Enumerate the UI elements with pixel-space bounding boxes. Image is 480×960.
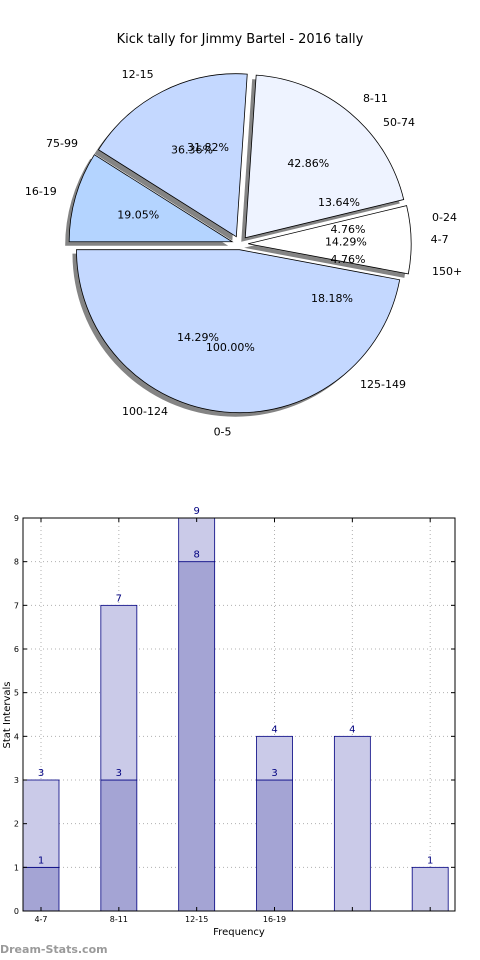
y-tick-label: 2 xyxy=(14,820,19,829)
pie-slice-4-7 xyxy=(248,205,412,275)
y-tick-label: 6 xyxy=(14,645,19,654)
pie-subslice-label: 75-99 xyxy=(46,137,78,150)
pie-subslice-label: 150+ xyxy=(432,265,462,278)
bar-segment-lower xyxy=(178,561,216,912)
pie-slice-16-19 xyxy=(68,154,234,243)
pie-subslice-percent: 13.64% xyxy=(318,196,360,209)
pie-subslice-percent: 4.76% xyxy=(331,223,366,236)
pie-subslice-label: 0-24 xyxy=(432,211,457,224)
bar-chart-frame xyxy=(22,517,456,912)
x-tick-label: 12-15 xyxy=(185,915,208,924)
bar-segment-upper xyxy=(411,866,449,912)
pie-slices xyxy=(68,73,412,414)
pie-subslice-percent: 31.82% xyxy=(187,141,229,154)
bar-segment-lower xyxy=(100,779,138,912)
pie-slice-label: 12-15 xyxy=(122,68,154,81)
x-tick-label: 4-7 xyxy=(34,915,47,924)
bar-total-label: 4 xyxy=(271,724,277,735)
bar-chart-bars: 3 1 7 3 9 8 4 3 4 1 xyxy=(22,506,449,912)
pie-subslice-percent: 14.29% xyxy=(177,331,219,344)
y-tick-label: 7 xyxy=(14,601,19,610)
bar-segment-lower xyxy=(256,779,293,912)
bar-total-label: 3 xyxy=(38,768,44,779)
bar-segment-upper xyxy=(22,779,60,868)
bar-chart-x-axis-label: Frequency xyxy=(213,927,265,938)
pie-slice-label: 16-19 xyxy=(25,185,57,198)
bar-segment-upper xyxy=(333,735,371,912)
bar-chart-ticks: 0 1 2 3 4 5 6 7 8 9 4-7 8-11 12-15 16-19 xyxy=(14,514,455,924)
pie-chart-title: Kick tally for Jimmy Bartel - 2016 tally xyxy=(117,32,364,47)
pie-subslice-label: 50-74 xyxy=(383,116,415,129)
pie-subslice-percent: 4.76% xyxy=(331,253,366,266)
x-tick-label: 8-11 xyxy=(110,915,128,924)
bar-total-label: 9 xyxy=(193,506,199,517)
bar-lower-label: 3 xyxy=(271,768,277,779)
pie-slice-8-11 xyxy=(244,74,405,239)
pie-subslice-percent: 18.18% xyxy=(311,292,353,305)
pie-slice-0-5 xyxy=(76,249,401,414)
pie-slice-percent: 14.29% xyxy=(325,235,367,248)
pie-labels: 0-5 100.00% 4-7 14.29% 8-11 42.86% 12-15 36.36%… xyxy=(25,68,462,438)
bar-total-label: 7 xyxy=(116,593,122,604)
pie-subslice-label: 125-149 xyxy=(360,378,406,391)
bar-chart: 3 1 7 3 9 8 4 3 4 1 0 1 2 3 4 5 6 7 8 9 4-7 8-11 12-15 16-19 F… xyxy=(2,506,456,938)
bar-total-label: 1 xyxy=(427,855,433,866)
bar-segment-upper xyxy=(100,604,138,781)
bar-chart-grid xyxy=(23,517,455,912)
bar-lower-label: 3 xyxy=(116,768,122,779)
pie-subslice-label: 100-124 xyxy=(122,405,168,418)
pie-slice-percent: 19.05% xyxy=(117,209,159,222)
x-tick-label: 16-19 xyxy=(263,915,286,924)
bar-lower-label: 1 xyxy=(38,855,44,866)
pie-slice-label: 0-5 xyxy=(214,425,232,438)
y-tick-label: 5 xyxy=(14,689,19,698)
y-tick-label: 9 xyxy=(14,514,19,523)
pie-slice-percent: 100.00% xyxy=(206,341,255,354)
pie-slice-percent: 36.36% xyxy=(171,144,213,157)
bar-chart-y-axis-label: Stat Intervals xyxy=(2,681,13,748)
y-tick-label: 3 xyxy=(14,776,19,785)
bar-lower-label: 8 xyxy=(193,550,199,561)
watermark: Dream-Stats.com xyxy=(0,943,108,956)
y-tick-label: 1 xyxy=(14,863,19,872)
pie-slice-12-15 xyxy=(97,73,248,238)
pie-slice-percent: 42.86% xyxy=(287,157,329,170)
y-tick-label: 4 xyxy=(14,732,19,741)
y-tick-label: 8 xyxy=(14,558,19,567)
bar-segment-lower xyxy=(22,866,60,912)
pie-slice-label: 4-7 xyxy=(431,233,449,246)
bar-segment-upper xyxy=(256,735,293,781)
y-tick-label: 0 xyxy=(14,907,19,916)
bar-segment-upper xyxy=(178,517,216,563)
bar-total-label: 4 xyxy=(349,724,355,735)
pie-slice-label: 8-11 xyxy=(363,92,388,105)
